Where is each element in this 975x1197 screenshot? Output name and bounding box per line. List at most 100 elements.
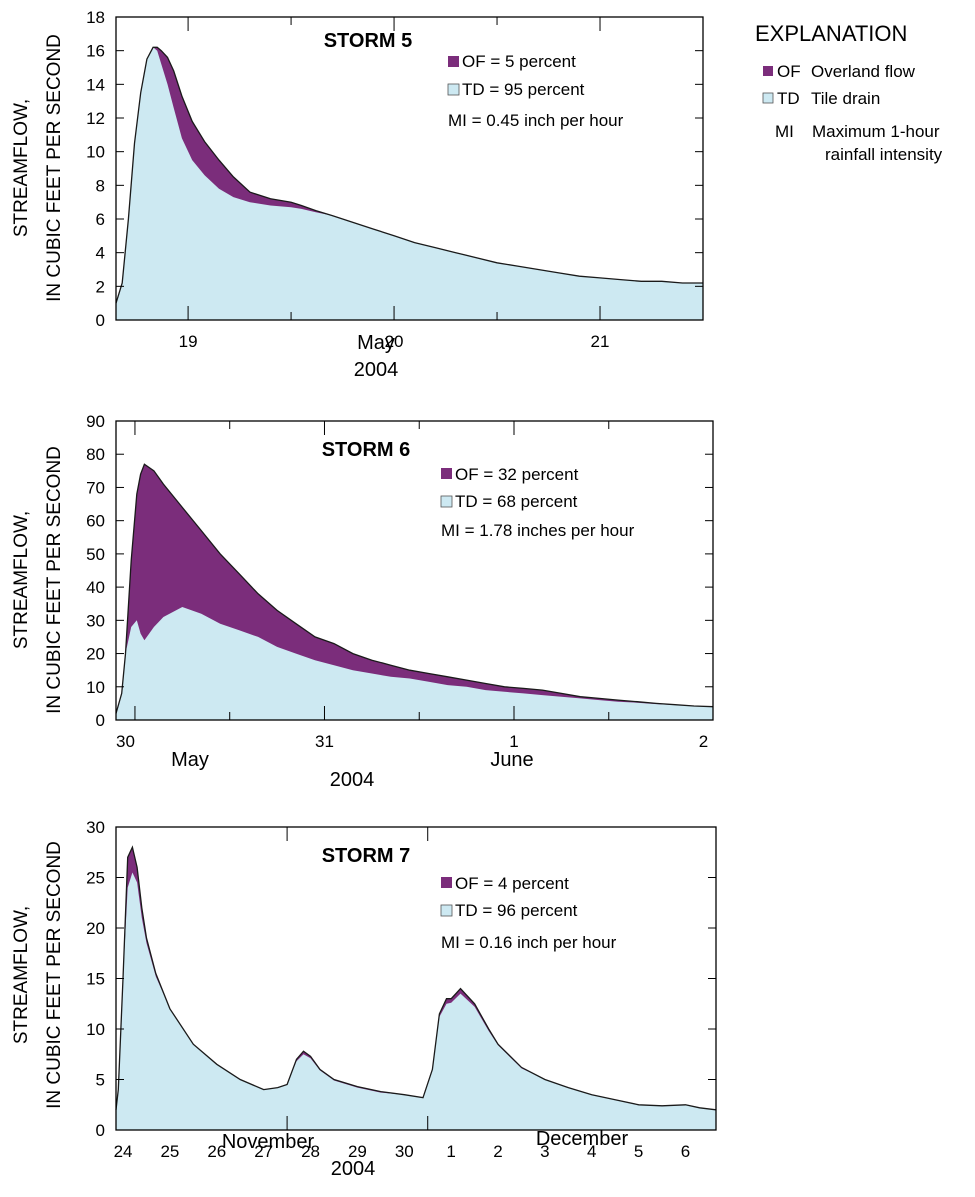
x-tick-label: 20 bbox=[385, 332, 404, 351]
x-tick-label: 19 bbox=[179, 332, 198, 351]
x-axis-ticks: 19 20 21 bbox=[179, 17, 610, 351]
x-tick-label: 28 bbox=[301, 1142, 320, 1161]
explanation-of-swatch bbox=[763, 66, 773, 76]
y-tick-label: 50 bbox=[86, 545, 105, 564]
legend-of: OF = 32 percent bbox=[455, 465, 579, 484]
y-axis-label-line-1: STREAMFLOW, bbox=[11, 906, 32, 1044]
plot-border bbox=[115, 420, 714, 721]
x-tick-label: 30 bbox=[116, 732, 135, 751]
x-axis-label-year: 2004 bbox=[330, 769, 375, 791]
legend-mi: MI = 0.45 inch per hour bbox=[448, 111, 624, 130]
total-streamflow-line bbox=[115, 46, 703, 304]
y-axis-label: STREAMFLOW, IN CUBIC FEET PER SECOND bbox=[11, 446, 65, 714]
total-streamflow-line bbox=[115, 845, 717, 1111]
storm-5-chart: STREAMFLOW, IN CUBIC FEET PER SECOND 0 2 4… bbox=[11, 8, 704, 381]
y-tick-label: 18 bbox=[86, 8, 105, 27]
legend-swatch-of bbox=[448, 56, 459, 67]
y-tick-label: 0 bbox=[96, 711, 105, 730]
x-axis-ticks: 24 25 26 27 28 29 30 1 2 3 4 5 6 bbox=[114, 827, 690, 1161]
x-axis-label-month-1: May bbox=[171, 749, 209, 771]
y-tick-label: 80 bbox=[86, 445, 105, 464]
x-tick-label: 6 bbox=[681, 1142, 690, 1161]
y-axis-label-line-2: IN CUBIC FEET PER SECOND bbox=[44, 34, 65, 302]
chart-title: STORM 5 bbox=[324, 30, 413, 52]
y-tick-label: 70 bbox=[86, 478, 105, 497]
x-axis-label-year: 2004 bbox=[331, 1158, 376, 1180]
y-tick-label: 40 bbox=[86, 578, 105, 597]
x-tick-label: 2 bbox=[493, 1142, 502, 1161]
x-tick-label: 30 bbox=[395, 1142, 414, 1161]
total-streamflow-line bbox=[115, 463, 714, 714]
y-axis-ticks: 0 2 4 6 8 10 12 14 16 18 bbox=[86, 8, 703, 330]
legend-swatch-td bbox=[447, 83, 460, 96]
x-axis-ticks: 30 31 1 2 bbox=[116, 421, 708, 751]
tile-drain-area bbox=[116, 872, 716, 1130]
legend: OF = 4 percent TD = 96 percent MI = 0.16… bbox=[440, 874, 617, 952]
x-tick-label: 21 bbox=[591, 332, 610, 351]
y-axis-label: STREAMFLOW, IN CUBIC FEET PER SECOND bbox=[11, 34, 65, 302]
x-tick-label: 24 bbox=[114, 1142, 133, 1161]
y-tick-label: 10 bbox=[86, 143, 105, 162]
explanation-title: EXPLANATION bbox=[755, 21, 907, 46]
legend: OF = 32 percent TD = 68 percent MI = 1.7… bbox=[440, 465, 635, 540]
legend-mi: MI = 1.78 inches per hour bbox=[441, 521, 635, 540]
explanation: EXPLANATION OF Overland flow TD Tile dra… bbox=[755, 21, 943, 164]
y-tick-label: 10 bbox=[86, 1020, 105, 1039]
legend-of: OF = 4 percent bbox=[455, 874, 569, 893]
y-tick-label: 60 bbox=[86, 512, 105, 531]
x-tick-label: 26 bbox=[207, 1142, 226, 1161]
y-tick-label: 2 bbox=[96, 277, 105, 296]
legend-swatch-td bbox=[440, 904, 453, 917]
y-tick-label: 10 bbox=[86, 678, 105, 697]
x-tick-label: 27 bbox=[254, 1142, 273, 1161]
chart-title: STORM 7 bbox=[322, 845, 411, 867]
y-tick-label: 30 bbox=[86, 818, 105, 837]
legend: OF = 5 percent TD = 95 percent MI = 0.45… bbox=[447, 52, 624, 130]
y-axis-label: STREAMFLOW, IN CUBIC FEET PER SECOND bbox=[11, 841, 65, 1109]
y-tick-label: 0 bbox=[96, 1121, 105, 1140]
x-tick-label: 29 bbox=[348, 1142, 367, 1161]
explanation-td-text: Tile drain bbox=[811, 89, 880, 108]
storm-6-chart: STREAMFLOW, IN CUBIC FEET PER SECOND 0 10… bbox=[11, 412, 714, 791]
x-axis-label-month-2: June bbox=[490, 749, 533, 771]
explanation-mi-text-2: rainfall intensity bbox=[825, 145, 943, 164]
y-axis-label-line-1: STREAMFLOW, bbox=[11, 511, 32, 649]
y-tick-label: 90 bbox=[86, 412, 105, 431]
x-tick-label: 31 bbox=[315, 732, 334, 751]
y-tick-label: 6 bbox=[96, 210, 105, 229]
legend-swatch-of bbox=[441, 877, 452, 888]
y-tick-label: 20 bbox=[86, 919, 105, 938]
explanation-mi-text-1: Maximum 1-hour bbox=[812, 122, 940, 141]
y-tick-label: 16 bbox=[86, 42, 105, 61]
y-tick-label: 5 bbox=[96, 1071, 105, 1090]
y-tick-label: 30 bbox=[86, 611, 105, 630]
explanation-td-swatch bbox=[762, 92, 774, 104]
plot-frame bbox=[115, 420, 714, 721]
series-layer bbox=[115, 845, 717, 1130]
x-tick-label: 2 bbox=[699, 732, 708, 751]
plot-frame bbox=[115, 16, 704, 321]
explanation-mi-code: MI bbox=[775, 122, 794, 141]
x-tick-label: 1 bbox=[509, 732, 518, 751]
x-axis-label-month-1: November bbox=[222, 1131, 315, 1153]
legend-swatch-td bbox=[440, 495, 453, 508]
y-tick-label: 15 bbox=[86, 970, 105, 989]
explanation-of-text: Overland flow bbox=[811, 62, 916, 81]
x-tick-label: 5 bbox=[634, 1142, 643, 1161]
y-tick-label: 0 bbox=[96, 311, 105, 330]
y-tick-label: 8 bbox=[96, 176, 105, 195]
series-layer bbox=[115, 463, 714, 720]
legend-td: TD = 96 percent bbox=[455, 901, 578, 920]
x-tick-label: 4 bbox=[587, 1142, 596, 1161]
plot-border bbox=[115, 16, 704, 321]
y-tick-label: 25 bbox=[86, 869, 105, 888]
legend-mi: MI = 0.16 inch per hour bbox=[441, 933, 617, 952]
legend-td: TD = 68 percent bbox=[455, 492, 578, 511]
legend-swatch-of bbox=[441, 468, 452, 479]
y-axis-ticks: 0 10 20 30 40 50 60 70 80 90 bbox=[86, 412, 713, 730]
storm-7-chart: STREAMFLOW, IN CUBIC FEET PER SECOND 0 5 1… bbox=[11, 818, 717, 1180]
x-tick-label: 3 bbox=[540, 1142, 549, 1161]
explanation-td-code: TD bbox=[777, 89, 800, 108]
tile-drain-area bbox=[116, 47, 703, 321]
